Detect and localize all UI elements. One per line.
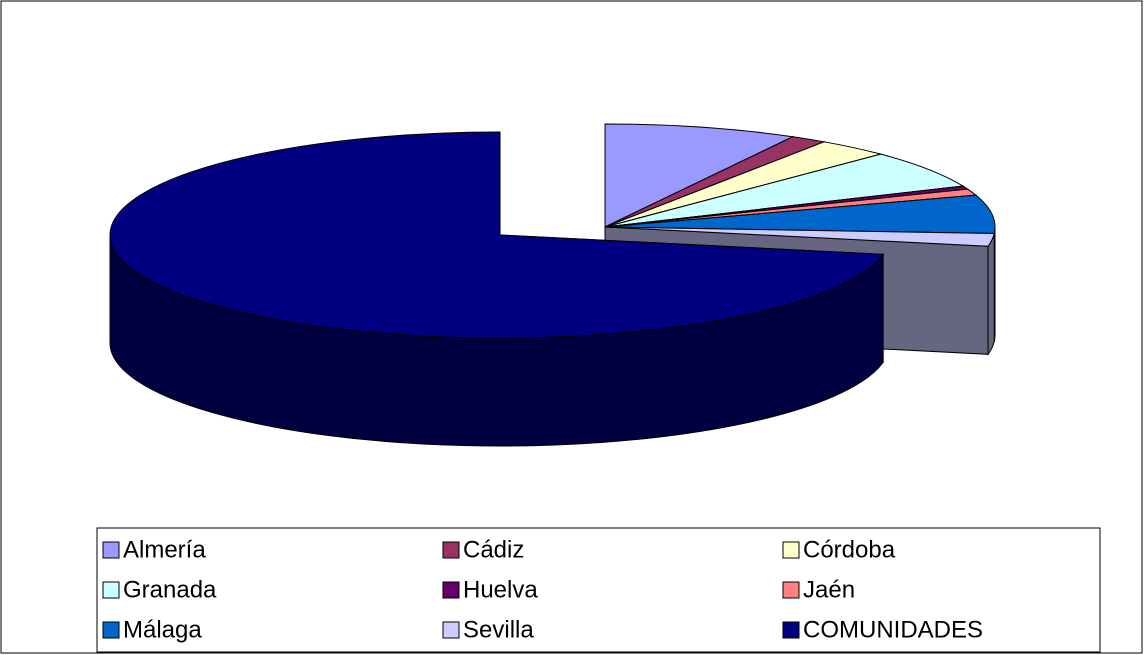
legend-swatch [102,621,120,639]
legend-label: Jaén [803,576,855,603]
slice-top [109,131,885,339]
slice-top [604,123,795,228]
legend-label: Granada [123,576,217,603]
legend-label: COMUNIDADES [803,616,983,643]
legend-label: Málaga [123,616,202,643]
legend-swatch [442,581,460,599]
legend-label: Cádiz [463,536,524,563]
legend-box [96,527,1101,653]
legend-swatch [782,621,800,639]
slice-top [604,226,995,247]
slice-top [604,153,965,228]
legend-label: Córdoba [803,536,896,563]
legend-swatch [442,541,460,559]
slice-top [604,194,996,234]
legend-swatch [782,541,800,559]
legend-swatch [102,581,120,599]
slice-side [987,233,995,356]
legend-label: Huelva [463,576,538,603]
legend-swatch [782,581,800,599]
legend-swatch [442,621,460,639]
legend-label: Sevilla [463,616,534,643]
legend-swatch [102,541,120,559]
legend-label: Almería [123,536,206,563]
slice [109,131,885,447]
